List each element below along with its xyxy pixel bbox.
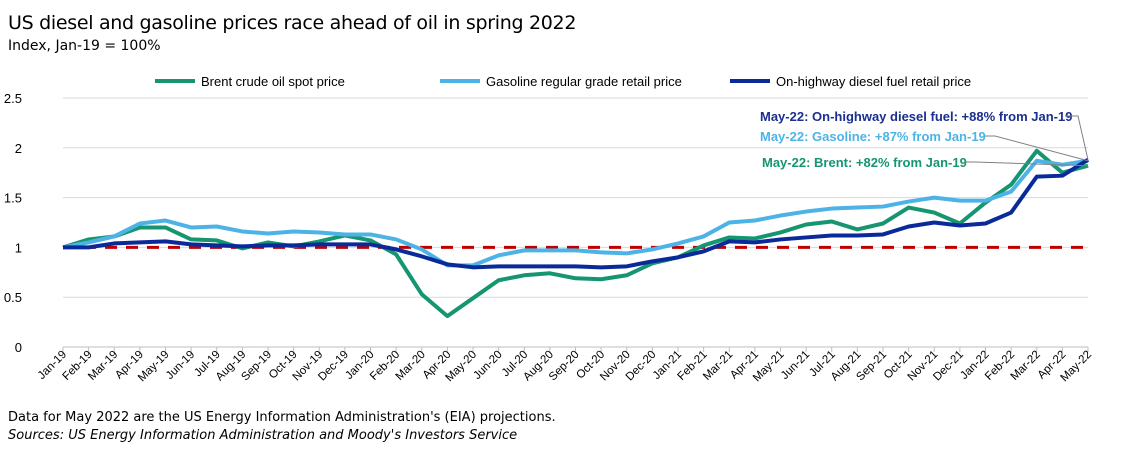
legend-label: Brent crude oil spot price (201, 74, 345, 89)
annotation-leader (985, 135, 1089, 162)
footnote: Data for May 2022 are the US Energy Info… (8, 410, 556, 425)
annotation-label: May-22: Brent: +82% from Jan-19 (762, 155, 967, 170)
annotation-leader (1065, 115, 1089, 160)
y-tick-label: 0.5 (4, 290, 22, 305)
y-tick-label: 1 (15, 240, 22, 255)
y-tick-label: 0 (15, 340, 22, 355)
chart-title: US diesel and gasoline prices race ahead… (8, 12, 577, 34)
annotation-label: May-22: On-highway diesel fuel: +88% fro… (760, 109, 1072, 124)
legend-label: On-highway diesel fuel retail price (776, 74, 971, 89)
series-line-2 (63, 158, 1090, 270)
y-tick-label: 2 (15, 141, 22, 156)
legend-label: Gasoline regular grade retail price (486, 74, 682, 89)
x-tick-label: Jun-20 (471, 349, 504, 382)
line-chart: 00.511.522.5Jan-19Feb-19Mar-19Apr-19May-… (4, 74, 1094, 384)
y-tick-label: 1.5 (4, 191, 22, 206)
x-tick-label: Jun-21 (779, 349, 812, 382)
annotation-label: May-22: Gasoline: +87% from Jan-19 (760, 129, 986, 144)
y-tick-label: 2.5 (4, 91, 22, 106)
series-line-1 (62, 158, 1089, 268)
chart-subtitle: Index, Jan-19 = 100% (8, 38, 161, 54)
x-tick-label: Jun-19 (164, 349, 197, 382)
series-line-0 (62, 148, 1089, 319)
source-note: Sources: US Energy Information Administr… (8, 428, 518, 443)
annotation-leader (965, 161, 1089, 167)
